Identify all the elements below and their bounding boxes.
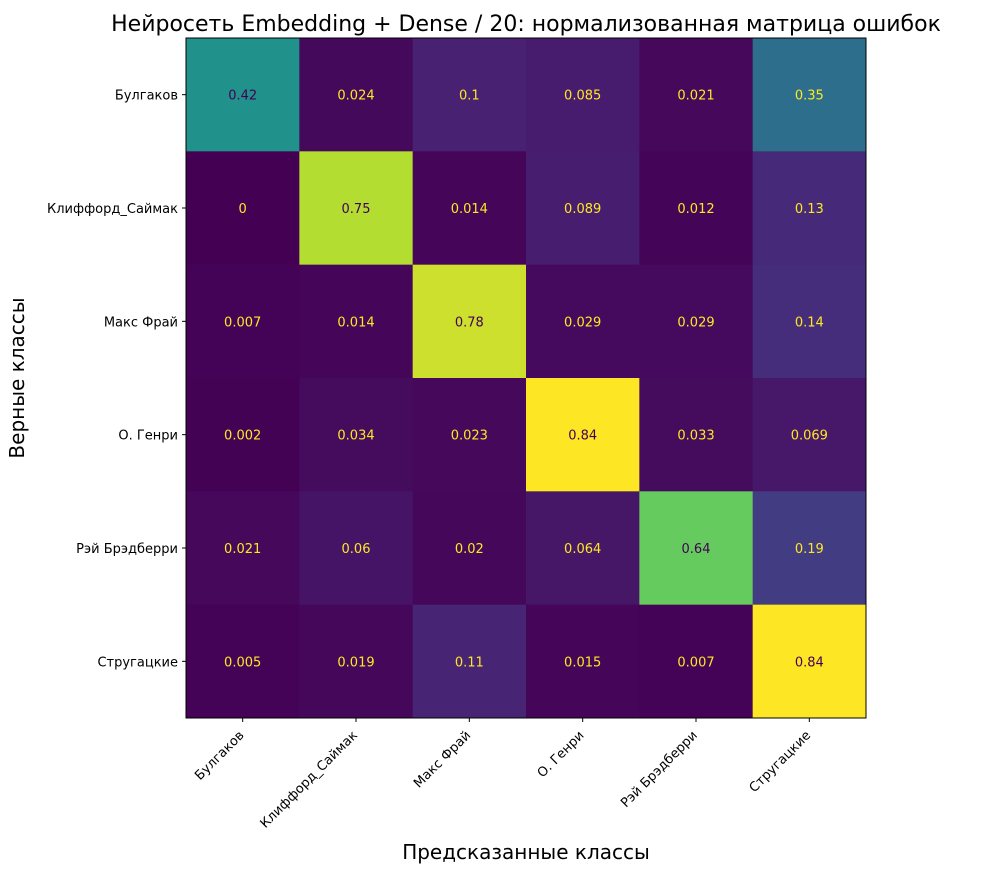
heatmap-cell — [186, 378, 300, 492]
heatmap-cell — [412, 38, 527, 152]
y-tick-label: Клиффорд_Саймак — [47, 202, 178, 217]
y-tick-label: Макс Фрай — [104, 315, 178, 330]
cell-value-label: 0.75 — [342, 202, 371, 217]
cell-value-label: 0.024 — [337, 89, 374, 104]
cell-value-label: 0.019 — [337, 655, 374, 670]
heatmap-cell — [526, 151, 640, 266]
cell-value-label: 0.069 — [791, 429, 828, 444]
cell-value-label: 0.029 — [564, 315, 601, 330]
cell-value-label: 0.085 — [564, 89, 601, 104]
cell-value-label: 0.064 — [564, 542, 601, 557]
heatmap-cell — [186, 491, 300, 606]
y-tick-label: Рэй Брэдберри — [76, 542, 178, 557]
heatmap-cell — [299, 264, 414, 379]
chart-title: Нейросеть Embedding + Dense / 20: нормал… — [111, 12, 941, 37]
cell-value-label: 0.012 — [677, 202, 714, 217]
heatmap-cell — [299, 378, 414, 492]
heatmap-cell — [752, 151, 867, 266]
heatmap-cell — [299, 151, 414, 266]
heatmap-cell — [526, 491, 640, 606]
cell-value-label: 0.015 — [564, 655, 601, 670]
heatmap-cell — [412, 378, 527, 492]
cell-value-label: 0.14 — [795, 315, 824, 330]
heatmap-cell — [752, 378, 867, 492]
cell-value-label: 0 — [239, 202, 247, 217]
heatmap-cell — [526, 264, 640, 379]
heatmap-cell — [412, 151, 527, 266]
heatmap-cell — [186, 264, 300, 379]
heatmap-cell — [639, 264, 754, 379]
heatmap-cell — [752, 491, 867, 606]
plot-frame — [185, 37, 867, 719]
y-tick-label: Булгаков — [115, 89, 178, 104]
cell-value-label: 0.014 — [451, 202, 488, 217]
cell-value-label: 0.84 — [795, 655, 824, 670]
cell-value-label: 0.089 — [564, 202, 601, 217]
heatmap-cell — [526, 604, 640, 719]
cell-value-label: 0.014 — [337, 315, 374, 330]
cell-value-label: 0.84 — [568, 429, 597, 444]
heatmap-cell — [639, 378, 754, 492]
y-axis-title: Верные классы — [5, 297, 29, 458]
cell-value-label: 0.034 — [337, 429, 374, 444]
heatmap-cell — [526, 38, 640, 152]
heatmap-cell — [639, 151, 754, 266]
y-axis-ticks: Булгаков Клиффорд_Саймак Макс Фрай О. Генри… — [47, 89, 186, 670]
heatmap-cell — [299, 38, 414, 152]
heatmap-cell — [639, 491, 754, 606]
y-tick-label: Стругацкие — [97, 655, 178, 670]
cell-value-label: 0.1 — [459, 89, 480, 104]
cell-value-label: 0.11 — [455, 655, 484, 670]
cell-value-label: 0.02 — [455, 542, 484, 557]
heatmap-cell — [639, 604, 754, 719]
cell-value-label: 0.029 — [677, 315, 714, 330]
heatmap-cell — [752, 38, 867, 152]
cell-value-label: 0.64 — [682, 542, 711, 557]
cell-value-label: 0.021 — [224, 542, 261, 557]
cell-value-label: 0.19 — [795, 542, 824, 557]
cell-value-label: 0.002 — [224, 429, 261, 444]
cell-value-label: 0.033 — [677, 429, 714, 444]
heatmap-cell — [412, 491, 527, 606]
y-tick-label: О. Генри — [118, 429, 178, 444]
cell-value-label: 0.06 — [342, 542, 371, 557]
heatmap-cell — [186, 604, 300, 719]
cell-value-label: 0.13 — [795, 202, 824, 217]
heatmap-cell — [186, 38, 300, 152]
cell-value-label: 0.005 — [224, 655, 261, 670]
cell-value-label: 0.007 — [224, 315, 261, 330]
heatmap-cell — [752, 604, 867, 719]
cell-value-label: 0.023 — [451, 429, 488, 444]
heatmap-cell — [752, 264, 867, 379]
heatmap-cell-labels: 0.42 0.024 0.1 0.085 0.021 0.35 0 0.75 0.014 0.08… — [224, 89, 828, 671]
heatmap-cell — [186, 151, 300, 266]
cell-value-label: 0.007 — [677, 655, 714, 670]
heatmap-cell — [299, 491, 414, 606]
heatmap-cell — [299, 604, 414, 719]
heatmap-cells — [186, 38, 867, 719]
x-axis-title: Предсказанные классы — [402, 840, 650, 864]
cell-value-label: 0.35 — [795, 89, 824, 104]
heatmap-cell — [639, 38, 754, 152]
cell-value-label: 0.021 — [677, 89, 714, 104]
heatmap-cell — [412, 604, 527, 719]
heatmap-cell — [412, 264, 527, 379]
heatmap-cell — [526, 378, 640, 492]
cell-value-label: 0.78 — [455, 315, 484, 330]
cell-value-label: 0.42 — [228, 89, 257, 104]
